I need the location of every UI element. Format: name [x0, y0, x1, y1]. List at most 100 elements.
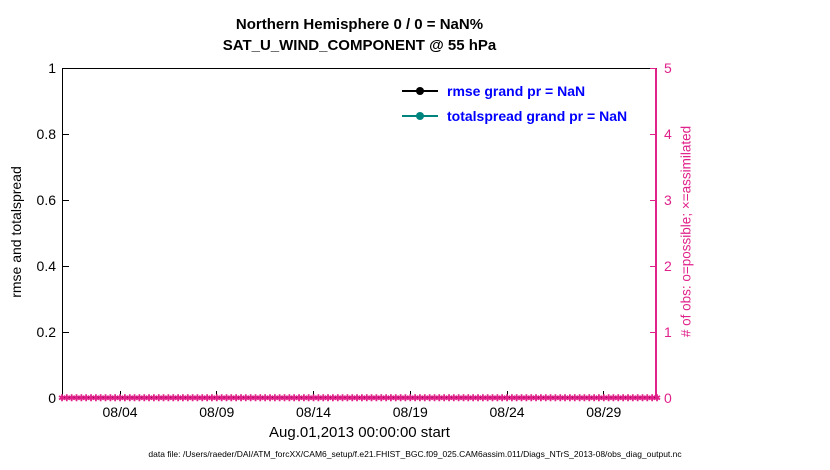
- legend-dot: [416, 111, 424, 120]
- obs-marker: ✱: [314, 392, 323, 403]
- obs-marker: ✱: [575, 392, 584, 403]
- legend-label: rmse grand pr = NaN: [447, 82, 586, 99]
- obs-marker: ✱: [290, 392, 298, 403]
- legend-dot: [416, 86, 424, 95]
- obs-marker: ✱: [242, 392, 250, 403]
- obs-marker: ✱: [425, 392, 434, 403]
- obs-marker: ✱: [561, 392, 569, 403]
- obs-marker: ✱: [217, 392, 226, 403]
- obs-marker: ✱: [416, 392, 424, 403]
- obs-marker: ✱: [633, 392, 642, 403]
- x-tick: [506, 391, 508, 397]
- obs-marker: ✱: [508, 392, 516, 403]
- y-tick-right: [650, 199, 656, 201]
- obs-marker: ✱: [464, 392, 473, 403]
- obs-marker: ✱: [101, 392, 110, 403]
- obs-marker: ✱: [435, 392, 444, 403]
- obs-marker: ✱: [130, 392, 139, 403]
- x-tick: [409, 391, 411, 397]
- y-tick-label-right: 4: [664, 126, 672, 142]
- obs-marker: ✱: [421, 392, 429, 403]
- obs-marker: ✱: [159, 392, 168, 403]
- y-tick-right: [650, 397, 656, 399]
- obs-marker: ✱: [266, 392, 274, 403]
- obs-marker: ✱: [387, 392, 395, 403]
- obs-marker: ✱: [440, 392, 448, 403]
- y-tick-left: [63, 265, 69, 267]
- obs-marker: ✱: [401, 392, 410, 403]
- obs-marker: ✱: [377, 392, 386, 403]
- y-tick-label-left: 1: [48, 60, 56, 76]
- obs-marker: ✱: [116, 392, 124, 403]
- x-tick-label: 08/19: [392, 404, 428, 420]
- obs-marker: ✱: [329, 392, 337, 403]
- obs-marker: ✱: [382, 392, 390, 403]
- obs-marker: ✱: [353, 392, 361, 403]
- obs-marker: ✱: [232, 392, 240, 403]
- obs-marker: ✱: [304, 392, 313, 403]
- legend-item: rmse grand pr = NaN: [402, 78, 627, 103]
- legend: rmse grand pr = NaN totalspread grand pr …: [402, 78, 627, 128]
- obs-marker: ✱: [333, 392, 342, 403]
- x-tick-label: 08/04: [102, 404, 138, 420]
- x-tick: [603, 391, 605, 397]
- obs-marker: ✱: [300, 392, 308, 403]
- x-tick-label: 08/24: [489, 404, 525, 420]
- x-tick-label: 08/14: [296, 404, 332, 420]
- y-tick-label-left: 0.2: [36, 324, 56, 340]
- legend-item: totalspread grand pr = NaN: [402, 103, 627, 128]
- obs-marker: ✱: [643, 392, 652, 403]
- obs-marker: ✱: [566, 392, 574, 403]
- obs-marker: ✱: [111, 392, 119, 403]
- obs-marker: ✱: [324, 392, 332, 403]
- x-tick-label: 08/29: [586, 404, 622, 420]
- obs-marker: ✱: [96, 392, 105, 403]
- y-tick-right: [650, 265, 656, 267]
- obs-marker: ✱: [619, 392, 627, 403]
- obs-marker: ✱: [135, 392, 144, 403]
- y-tick-right: [650, 331, 656, 333]
- y-tick-label-right: 0: [664, 390, 672, 406]
- chart-title: Northern Hemisphere 0 / 0 = NaN%: [235, 16, 484, 33]
- obs-marker: ✱: [63, 392, 71, 403]
- obs-marker: ✱: [213, 392, 221, 403]
- x-tick-label: 08/09: [199, 404, 235, 420]
- obs-marker: ✱: [348, 392, 356, 403]
- obs-marker: ✱: [580, 392, 589, 403]
- obs-marker: ✱: [488, 392, 497, 403]
- obs-marker: ✱: [396, 392, 405, 403]
- legend-label: totalspread grand pr = NaN: [447, 107, 628, 124]
- obs-marker: ✱: [227, 392, 236, 403]
- y-tick-left: [63, 199, 69, 201]
- obs-marker: ✱: [285, 392, 294, 403]
- obs-marker: ✱: [556, 392, 565, 403]
- obs-marker: ✱: [532, 392, 540, 403]
- obs-marker: ✱: [343, 392, 352, 403]
- obs-marker: ✱: [469, 392, 477, 403]
- obs-marker: ✱: [648, 392, 656, 403]
- obs-marker: ✱: [271, 392, 279, 403]
- obs-marker: ✱: [498, 392, 506, 403]
- obs-marker: ✱: [106, 392, 115, 403]
- obs-marker: ✱: [140, 392, 148, 403]
- obs-marker: ✱: [527, 392, 535, 403]
- obs-marker: ✱: [479, 392, 487, 403]
- obs-marker: ✱: [358, 392, 366, 403]
- obs-marker: ✱: [653, 392, 661, 403]
- obs-marker: ✱: [512, 392, 521, 403]
- obs-marker: ✱: [411, 392, 419, 403]
- obs-marker: ✱: [546, 392, 555, 403]
- obs-marker: ✱: [295, 392, 303, 403]
- obs-marker: ✱: [614, 392, 623, 403]
- obs-marker: ✱: [362, 392, 371, 403]
- obs-marker: ✱: [629, 392, 637, 403]
- x-tick: [216, 391, 218, 397]
- obs-marker: ✱: [367, 392, 376, 403]
- obs-marker: ✱: [92, 392, 100, 403]
- obs-marker: ✱: [237, 392, 245, 403]
- obs-marker: ✱: [430, 392, 439, 403]
- obs-marker: ✱: [145, 392, 153, 403]
- y-tick-label-right: 1: [664, 324, 672, 340]
- obs-marker: ✱: [150, 392, 158, 403]
